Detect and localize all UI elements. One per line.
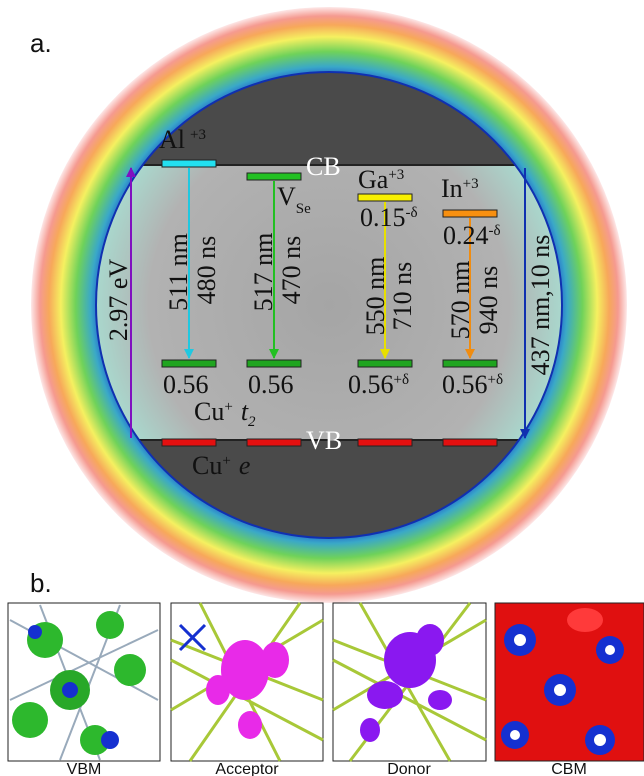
host-emission: 437 nm,10 ns — [526, 235, 555, 376]
captions: VBM Acceptor Donor CBM — [67, 761, 587, 776]
sup: +3 — [388, 167, 404, 183]
name: V — [277, 182, 296, 211]
acceptor: 0.56 — [163, 370, 209, 399]
base: Cu — [194, 397, 224, 426]
level — [247, 173, 301, 180]
name: Al — [159, 125, 185, 154]
sup: +3 — [190, 127, 206, 143]
vbm-image — [8, 603, 160, 761]
level — [358, 194, 412, 201]
sup: +δ — [488, 372, 504, 388]
sup: +δ — [394, 372, 410, 388]
wavelength: 511 nm — [164, 233, 193, 311]
panel-label: a. — [30, 28, 52, 58]
level — [443, 360, 497, 367]
sup: + — [222, 453, 230, 469]
caption: VBM — [67, 761, 102, 776]
value: 0.15 — [360, 203, 406, 232]
sub: 2 — [248, 414, 256, 430]
value: 0.24 — [443, 221, 489, 250]
sub: Se — [296, 201, 311, 217]
wavelength: 570 nm — [446, 261, 475, 340]
cbm-image — [495, 603, 644, 761]
panel-label: b. — [30, 568, 52, 598]
figure: a. Al+3 CB VSe Ga+3 0.15-δ In — [0, 0, 644, 776]
sup: -δ — [406, 205, 418, 221]
wavelength: 550 nm — [361, 257, 390, 336]
caption: Donor — [387, 761, 431, 776]
lifetime: 480 ns — [192, 236, 221, 305]
value: 0.56 — [442, 370, 488, 399]
name: Ga — [358, 165, 389, 194]
level — [358, 439, 412, 446]
level — [247, 439, 301, 446]
lifetime: 470 ns — [277, 236, 306, 305]
orbital: e — [239, 451, 251, 480]
name: In — [441, 174, 463, 203]
sup: -δ — [489, 223, 501, 239]
level — [247, 360, 301, 367]
caption: CBM — [551, 761, 587, 776]
sup: + — [224, 399, 232, 415]
acceptor-image — [171, 603, 323, 761]
vb-label: VB — [306, 426, 342, 455]
level — [443, 210, 497, 217]
base: Cu — [192, 451, 222, 480]
level — [162, 439, 216, 446]
value: 0.56 — [348, 370, 394, 399]
donor-image — [333, 603, 486, 761]
sup: +3 — [463, 176, 479, 192]
wavelength: 517 nm — [249, 233, 278, 312]
level — [443, 439, 497, 446]
lifetime: 710 ns — [388, 262, 417, 331]
gap: 2.97 eV — [104, 259, 133, 342]
level — [162, 360, 216, 367]
acceptor: 0.56 — [248, 370, 294, 399]
caption: Acceptor — [215, 761, 279, 776]
cb-label: CB — [306, 152, 341, 181]
cu-e: Cu+ e — [192, 451, 250, 480]
orbital-images — [8, 603, 644, 761]
lifetime: 940 ns — [474, 266, 503, 335]
level — [358, 360, 412, 367]
level — [162, 160, 216, 167]
